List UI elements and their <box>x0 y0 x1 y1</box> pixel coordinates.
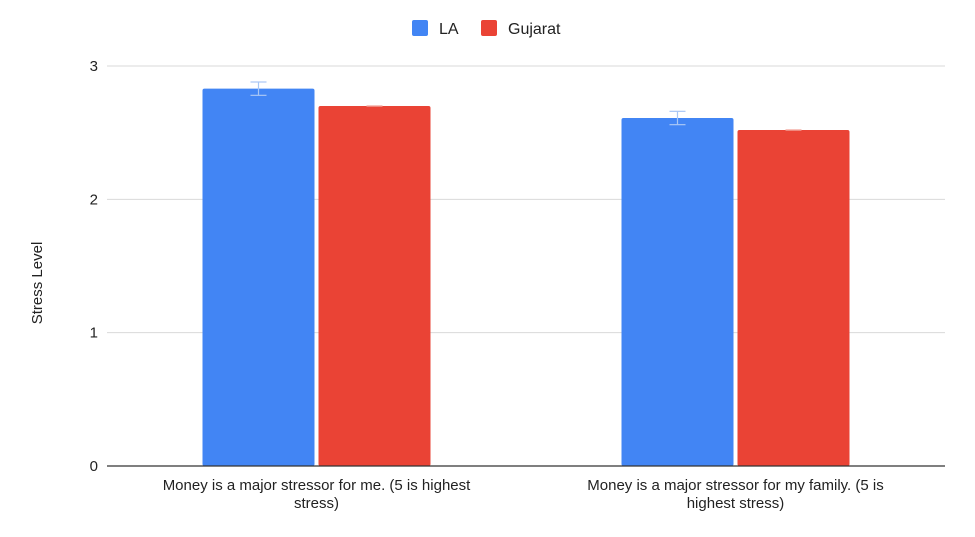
x-category-label-line: highest stress) <box>687 495 785 512</box>
x-category-label-line: stress) <box>294 495 339 512</box>
x-axis-category-labels: Money is a major stressor for me. (5 is … <box>163 477 884 512</box>
x-category-label-1: Money is a major stressor for my family.… <box>587 477 883 512</box>
bars <box>202 88 850 467</box>
x-category-label-0: Money is a major stressor for me. (5 is … <box>163 477 471 512</box>
bar-gujarat-0 <box>318 106 431 466</box>
y-tick-label: 0 <box>90 458 98 475</box>
y-axis-ticks: 0 1 2 3 <box>90 58 98 475</box>
bar-gujarat-1 <box>737 130 850 466</box>
x-category-label-line: Money is a major stressor for me. (5 is … <box>163 477 471 494</box>
error-bars <box>250 81 802 131</box>
legend-label-gujarat: Gujarat <box>508 21 561 38</box>
y-tick-label: 1 <box>90 325 98 342</box>
legend-label-la: LA <box>439 21 459 38</box>
y-tick-label: 3 <box>90 58 98 75</box>
y-tick-label: 2 <box>90 191 98 208</box>
bar-la-0 <box>202 88 315 467</box>
x-category-label-line: Money is a major stressor for my family.… <box>587 477 883 494</box>
legend-swatch-la <box>412 20 428 36</box>
legend: LA Gujarat <box>412 20 561 38</box>
legend-swatch-gujarat <box>481 20 497 36</box>
y-axis-title: Stress Level <box>29 242 46 325</box>
bar-la-1 <box>621 118 734 466</box>
